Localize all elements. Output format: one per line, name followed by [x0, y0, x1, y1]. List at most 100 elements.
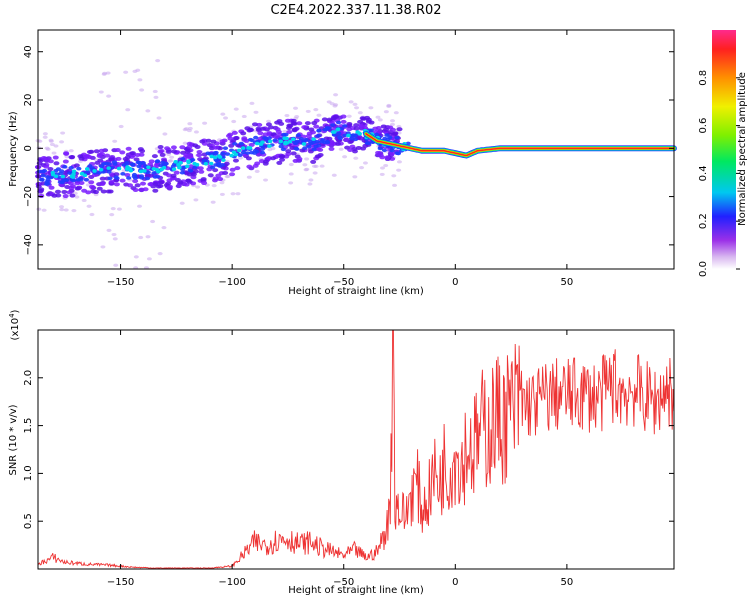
heatmap-cell	[379, 172, 385, 177]
heatmap-cell	[133, 157, 140, 162]
heatmap-cell	[286, 129, 293, 134]
heatmap-cell	[194, 144, 201, 149]
heatmap-cell	[224, 175, 230, 179]
heatmap-cell	[53, 161, 60, 166]
heatmap-cell	[352, 102, 358, 106]
heatmap-cell	[70, 175, 76, 179]
heatmap-cell	[346, 127, 353, 132]
heatmap-cell	[336, 135, 343, 139]
heatmap-cell	[74, 195, 80, 199]
heatmap-cell	[223, 161, 230, 166]
heatmap-cell	[304, 167, 310, 171]
heatmap-cell	[359, 116, 366, 121]
heatmap-cell	[183, 182, 190, 187]
heatmap-cell	[74, 181, 81, 186]
heatmap-cell	[123, 70, 129, 74]
heatmap-cell	[142, 187, 149, 192]
heatmap-cell	[377, 118, 383, 122]
heatmap-cell	[253, 135, 259, 140]
heatmap-cell	[110, 207, 116, 211]
heatmap-cell	[247, 137, 254, 142]
heatmap-cell	[96, 154, 103, 159]
heatmap-cell	[375, 125, 382, 130]
heatmap-ridge	[365, 133, 675, 157]
heatmap-cell	[324, 140, 331, 145]
heatmap-cell	[393, 111, 399, 115]
heatmap-cell	[157, 252, 163, 256]
heatmap-cell	[118, 124, 124, 129]
heatmap-cell	[349, 136, 355, 141]
heatmap-cell	[133, 255, 139, 259]
heatmap-cell	[127, 166, 133, 171]
heatmap-cell	[89, 184, 96, 189]
heatmap-cell	[258, 142, 264, 146]
heatmap-cell	[188, 168, 194, 173]
heatmap-cell	[108, 179, 115, 184]
heatmap-cell	[139, 149, 146, 154]
heatmap-cell	[241, 114, 247, 119]
heatmap-cell	[326, 117, 333, 122]
heatmap-cell	[94, 160, 101, 165]
colorbar-label: Normalized spectral amplitude	[737, 72, 748, 226]
y-tick-label: 1.5	[23, 418, 34, 434]
heatmap-cell	[68, 149, 74, 153]
heatmap-cell	[193, 198, 199, 202]
heatmap-cell	[212, 176, 219, 181]
x-tick-label: −50	[333, 277, 354, 288]
heatmap-cell	[68, 166, 74, 170]
heatmap-cell	[125, 108, 131, 112]
heatmap-cell	[331, 132, 337, 137]
heatmap-cell	[148, 182, 155, 187]
heatmap-cell	[113, 175, 119, 179]
heatmap-cell	[236, 148, 242, 153]
heatmap-cell	[62, 194, 69, 199]
heatmap-cell	[316, 128, 322, 133]
heatmap-cell	[220, 151, 226, 156]
y-tick-label: −20	[23, 186, 34, 207]
heatmap-cell	[86, 204, 92, 208]
heatmap-cell	[177, 180, 184, 185]
heatmap-cell	[304, 121, 311, 126]
heatmap-cell	[368, 120, 375, 125]
heatmap-cell	[294, 147, 300, 151]
heatmap-cell	[241, 137, 248, 142]
heatmap-cell	[293, 106, 299, 110]
heatmap-cell	[287, 139, 293, 144]
heatmap-cell	[180, 165, 186, 170]
heatmap-cell	[259, 150, 266, 155]
heatmap-cell	[380, 166, 386, 170]
heatmap-cell	[304, 157, 310, 161]
heatmap-cell	[61, 189, 68, 194]
colorbar-tick-label: 0.0	[698, 261, 709, 277]
heatmap-cell	[71, 172, 76, 176]
heatmap-cell	[302, 163, 308, 167]
heatmap-cell	[311, 137, 316, 141]
heatmap-cell	[113, 263, 119, 267]
heatmap-cell	[165, 149, 172, 154]
heatmap-cell	[112, 139, 118, 143]
x-tick-label: 50	[561, 577, 574, 588]
heatmap-cell	[247, 146, 253, 150]
heatmap-cell	[156, 116, 162, 120]
spectrogram-heatmap	[35, 59, 677, 270]
x-tick-label: 0	[452, 277, 458, 288]
heatmap-cell	[308, 141, 314, 146]
heatmap-cell	[74, 186, 81, 191]
heatmap-cell	[167, 159, 173, 163]
heatmap-cell	[69, 193, 76, 198]
heatmap-cell	[100, 189, 107, 194]
heatmap-cell	[178, 160, 183, 165]
heatmap-cell	[257, 136, 264, 141]
heatmap-cell	[166, 184, 173, 189]
heatmap-cell	[106, 228, 112, 232]
heatmap-cell	[42, 135, 48, 139]
heatmap-cell	[310, 159, 317, 164]
heatmap-cell	[210, 200, 216, 204]
heatmap-cell	[389, 148, 395, 153]
heatmap-cell	[39, 177, 45, 182]
heatmap-cell	[151, 171, 157, 175]
spectrogram-x-ticks: −150 −100 −50 0 50	[107, 30, 573, 288]
heatmap-cell	[353, 156, 359, 160]
y-tick-label: 20	[23, 94, 34, 107]
heatmap-cell	[321, 117, 328, 122]
